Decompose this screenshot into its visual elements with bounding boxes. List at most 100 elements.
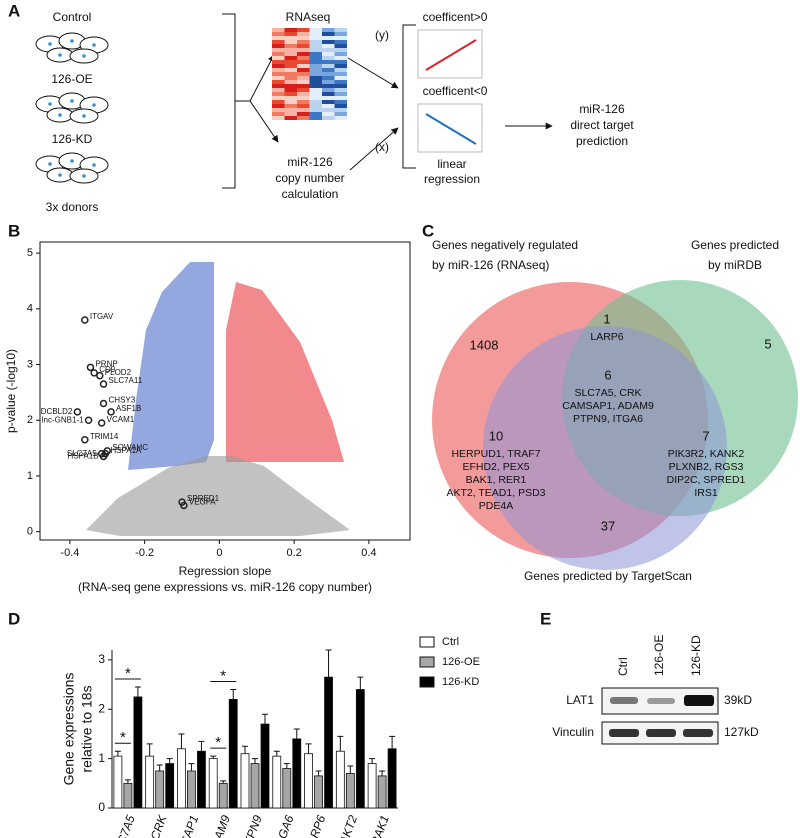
heat-cell xyxy=(334,40,347,44)
x-axis-title: Regression slope xyxy=(179,564,272,578)
band xyxy=(609,729,639,737)
bar xyxy=(145,755,155,809)
heat-cell xyxy=(334,112,347,116)
heat-cell xyxy=(297,56,310,60)
heat-cell xyxy=(322,48,335,52)
y-tick-label: 4 xyxy=(27,303,33,315)
heat-cell xyxy=(297,40,310,44)
error-bar xyxy=(188,763,195,771)
bar xyxy=(250,763,260,809)
heat-cell xyxy=(272,72,285,76)
heat-cell xyxy=(284,32,297,36)
region-count: 1 xyxy=(603,311,610,326)
region-count: 5 xyxy=(764,336,771,351)
heat-cell xyxy=(272,92,285,96)
error-bar xyxy=(262,713,268,725)
copy-number-label: copy number xyxy=(275,171,344,185)
error-bar xyxy=(166,758,173,764)
legend-swatch xyxy=(419,636,435,648)
bar xyxy=(314,775,323,809)
heat-cell xyxy=(272,108,285,112)
heat-cell xyxy=(309,104,322,108)
error-bar xyxy=(379,770,386,776)
legend-label: 126-OE xyxy=(442,656,480,668)
heat-cell xyxy=(272,80,285,84)
heat-cell xyxy=(284,88,297,92)
bar xyxy=(123,782,133,809)
gene-list: DIP2C, SPRED1 xyxy=(667,474,746,486)
negative-line xyxy=(425,113,477,145)
gene-point xyxy=(99,399,108,408)
gene-list: LARP6 xyxy=(590,331,623,343)
region-count: 37 xyxy=(601,518,615,533)
heat-cell xyxy=(284,72,297,76)
y-marker: (y) xyxy=(375,28,389,42)
x-tick-label: ADAM9 xyxy=(205,813,233,838)
heat-cell xyxy=(322,116,335,120)
heat-cell xyxy=(322,104,335,108)
heat-cell xyxy=(309,108,322,112)
heat-cell xyxy=(297,88,310,92)
heat-cell xyxy=(272,88,285,92)
gene-point xyxy=(97,419,106,427)
heat-cell xyxy=(334,84,347,88)
heat-cell xyxy=(297,112,310,116)
y-axis-title: p-value (-log10) xyxy=(4,349,18,433)
heat-cell xyxy=(334,36,347,40)
heat-cell xyxy=(297,60,310,64)
legend-swatch xyxy=(419,676,435,688)
y-tick-label: 0 xyxy=(27,526,33,538)
bar xyxy=(218,782,228,809)
set-label: Genes predicted by TargetScan xyxy=(524,569,692,583)
western-blot: Ctrl 126-OE 126-KD LAT1 39kD Vinculin 12… xyxy=(552,635,759,745)
bar xyxy=(197,750,206,809)
error-bar xyxy=(347,765,354,774)
point-cloud xyxy=(86,262,350,536)
lane-label: 126-KD xyxy=(689,635,703,676)
bar xyxy=(272,755,282,809)
heat-cell xyxy=(309,76,322,80)
bar xyxy=(113,755,123,809)
heat-cell xyxy=(309,36,322,40)
error-bar xyxy=(252,758,258,764)
condition-label: 126-OE xyxy=(51,72,92,86)
heat-cell xyxy=(322,112,335,116)
heat-cell xyxy=(272,44,285,48)
gene-point xyxy=(96,371,104,380)
heat-cell xyxy=(334,100,347,104)
heat-cell xyxy=(309,56,322,60)
heat-cell xyxy=(322,96,335,100)
error-bar xyxy=(156,764,163,771)
heat-cell xyxy=(272,96,285,100)
heat-cell xyxy=(284,36,297,40)
heat-cell xyxy=(309,72,322,76)
region-count: 10 xyxy=(489,428,503,443)
bar xyxy=(208,758,218,809)
bar xyxy=(292,738,302,809)
heat-cell xyxy=(297,28,310,32)
heat-cell xyxy=(284,48,297,52)
heat-cell xyxy=(272,104,285,108)
bar xyxy=(133,696,143,809)
cells-icon xyxy=(35,32,109,64)
heat-cell xyxy=(334,88,347,92)
x-tick-label: 0.4 xyxy=(361,547,376,559)
error-bar xyxy=(283,763,290,769)
error-bar xyxy=(114,750,121,757)
heat-cell xyxy=(284,116,297,120)
arrow xyxy=(249,54,275,102)
heat-cell xyxy=(322,64,335,68)
heat-cell xyxy=(284,40,297,44)
bar xyxy=(187,770,196,809)
heat-cell xyxy=(297,104,310,108)
heat-cell xyxy=(309,48,322,52)
gene-label: CD9 xyxy=(99,365,116,374)
workflow-diagram: Control 126-OE 126-KD 3x donors RNAseq m… xyxy=(35,10,634,214)
y-tick-label: 2 xyxy=(98,701,105,715)
rnaseq-label: RNAseq xyxy=(286,10,331,24)
set-label: Genes negatively regulated xyxy=(432,238,578,252)
y-axis-title: relative to 18s xyxy=(79,685,95,772)
gene-label: PRNP xyxy=(95,359,117,368)
heat-cell xyxy=(272,28,285,32)
prediction-label: miR-126 xyxy=(579,102,625,116)
